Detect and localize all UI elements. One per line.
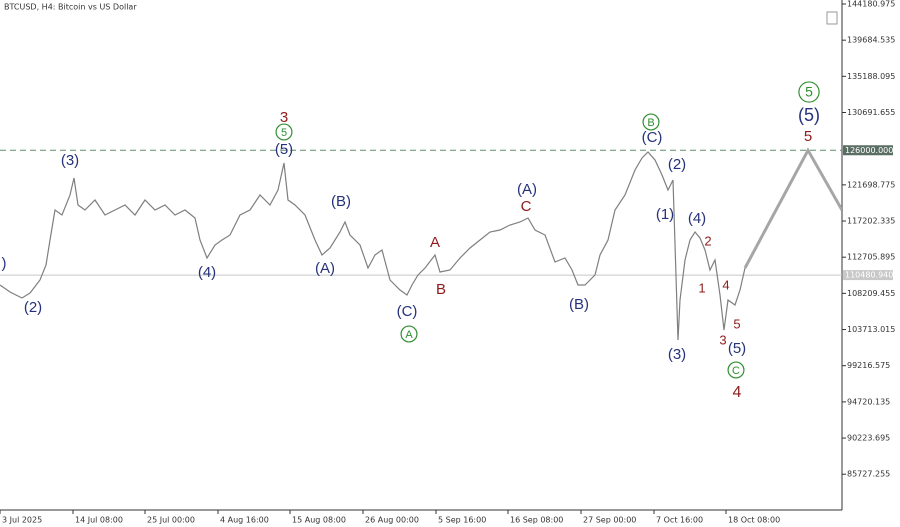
wave-label: 4 [722,277,729,292]
y-tick-label: 112705.895 [847,253,895,262]
level-box [843,145,893,156]
wave-label: (4) [688,210,706,227]
wave-label: (5) [798,105,820,125]
wave-label: (C) [397,303,418,320]
level-label: 126000.000 [845,146,893,155]
y-tick-label: 90223.695 [847,434,890,443]
y-tick-label: 117202.335 [847,217,895,226]
wave-label: B [436,281,446,298]
y-tick-label: 135188.095 [847,72,895,81]
wave-label: (B) [331,193,351,210]
x-tick-label: 14 Jul 08:00 [75,516,123,525]
annotation-circle [798,81,820,103]
wave-label: 2 [704,233,711,248]
wave-label: C [732,365,740,377]
wave-label: (B) [569,296,589,313]
y-tick-label: 103713.015 [847,325,895,334]
x-tick-label: 7 Oct 16:00 [656,516,703,525]
wave-label: (2) [668,156,686,173]
annotation-circle [275,123,293,141]
wave-label: B [647,117,654,129]
wave-label: 1 [698,280,705,295]
x-tick-label: 16 Sep 08:00 [510,516,563,525]
x-tick-label: 4 Aug 16:00 [220,516,269,525]
y-tick-label: 108209.455 [847,289,895,298]
wave-label: 5 [281,127,287,139]
level-label: 110480.940 [845,271,893,280]
wave-label: (5) [728,340,746,357]
y-tick-label: 94720.135 [847,397,890,406]
y-tick-label: 99216.575 [847,361,890,370]
wave-label: 5 [805,84,813,100]
annotation-circle [642,113,660,131]
wave-label: 5 [804,128,812,145]
wave-label: (A) [315,260,335,277]
y-tick-label: 144180.975 [847,0,895,8]
wave-label: (5) [275,141,293,158]
wave-label: 3 [719,332,726,347]
wave-label: (2) [24,299,42,316]
price-line [0,151,746,341]
wave-label: (3) [668,346,686,363]
wave-label: (A) [517,181,537,198]
annotation-circle [400,325,418,343]
chart-title: BTCUSD, H4: Bitcoin vs US Dollar [4,3,137,12]
x-tick-label: 18 Oct 08:00 [728,516,780,525]
wave-label: (3) [61,152,79,169]
wave-label: (1) [656,206,674,223]
wave-label: C [521,198,532,215]
projection-line [743,147,842,269]
x-tick-label: 5 Sep 16:00 [438,516,486,525]
wave-label: (C) [642,129,663,146]
level-box [843,270,893,281]
y-tick-label: 139684.535 [847,36,895,45]
y-tick-label: 130691.655 [847,108,895,117]
plot-area [0,147,842,341]
annotation-circle [727,361,745,379]
wave-label: 3 [280,109,288,126]
wave-label: A [405,329,413,341]
x-tick-label: 26 Aug 00:00 [365,516,419,525]
x-tick-label: 27 Sep 00:00 [583,516,636,525]
y-tick-label: 121698.775 [847,180,895,189]
x-tick-label: 25 Jul 00:00 [147,516,195,525]
wave-label: A [430,234,440,251]
wave-label: 5 [733,316,740,331]
scroll-icon[interactable] [826,11,838,25]
wave-label: ) [2,255,7,272]
wave-label: 4 [733,384,742,401]
x-tick-label: 3 Jul 2025 [2,516,42,525]
wave-label: (4) [198,264,216,281]
y-tick-label: 85727.255 [847,470,890,479]
x-tick-label: 15 Aug 08:00 [292,516,346,525]
